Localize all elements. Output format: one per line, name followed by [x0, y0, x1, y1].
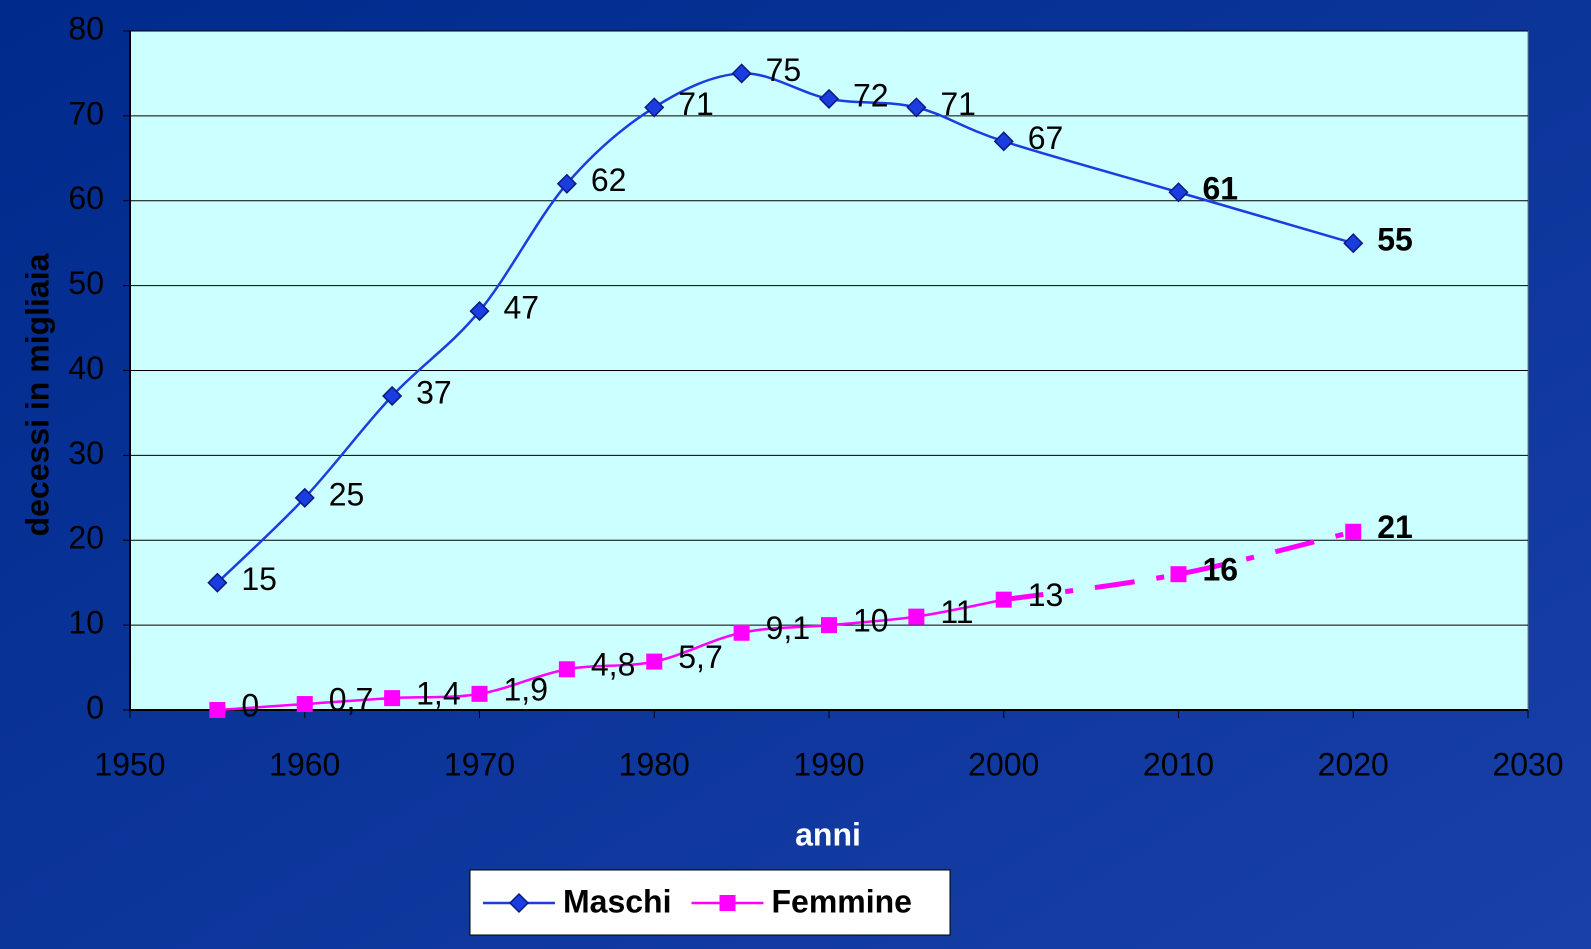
- data-label: 1,4: [416, 676, 460, 712]
- data-label: 15: [241, 561, 277, 597]
- y-tick-label: 0: [86, 689, 104, 725]
- data-point: [821, 617, 837, 634]
- data-point: [384, 690, 401, 707]
- data-label: 72: [853, 77, 889, 113]
- x-tick-label: 1970: [444, 746, 515, 782]
- data-label: 61: [1203, 171, 1239, 207]
- data-label: 5,7: [678, 639, 722, 675]
- data-point: [908, 608, 925, 625]
- series-line: [1003, 529, 1354, 603]
- data-point: [469, 301, 490, 322]
- data-point: [1170, 566, 1187, 583]
- data-point: [731, 63, 752, 84]
- data-label: 37: [416, 374, 452, 410]
- data-label: 0,7: [329, 682, 373, 718]
- x-tick-label: 1960: [269, 746, 340, 782]
- data-point: [556, 173, 577, 194]
- y-tick-label: 10: [68, 605, 104, 641]
- x-tick-label: 1990: [793, 746, 864, 782]
- series-line: [216, 72, 1354, 584]
- data-point: [906, 97, 927, 118]
- data-label: 71: [940, 86, 976, 122]
- data-point: [993, 131, 1014, 152]
- legend-label: Femmine: [771, 883, 911, 919]
- data-label: 25: [329, 476, 365, 512]
- data-label: 47: [504, 290, 540, 326]
- data-point: [1343, 233, 1364, 254]
- y-tick-label: 50: [68, 265, 104, 301]
- data-point: [646, 653, 663, 670]
- x-tick-label: 2020: [1318, 746, 1389, 782]
- data-label: 67: [1028, 120, 1064, 156]
- data-label: 1,9: [504, 671, 548, 707]
- x-tick-label: 1950: [94, 746, 165, 782]
- legend-marker: [719, 895, 736, 911]
- data-point: [294, 487, 315, 508]
- y-tick-label: 80: [68, 10, 104, 46]
- x-tick-label: 2000: [968, 746, 1039, 782]
- data-label: 9,1: [766, 610, 810, 646]
- legend-marker: [508, 892, 530, 914]
- data-label: 0: [241, 687, 259, 723]
- y-tick-label: 30: [68, 435, 104, 471]
- x-axis-title: anni: [795, 816, 861, 852]
- data-label: 71: [678, 86, 714, 122]
- data-point: [1168, 182, 1189, 203]
- data-point: [995, 591, 1012, 608]
- data-point: [296, 696, 313, 713]
- data-point: [207, 572, 228, 593]
- data-label: 62: [591, 162, 627, 198]
- data-point: [558, 661, 575, 678]
- data-label: 11: [940, 594, 973, 630]
- data-point: [733, 624, 750, 641]
- legend-label: Maschi: [563, 883, 671, 919]
- data-point: [209, 702, 226, 718]
- data-label: 13: [1028, 577, 1064, 613]
- y-axis-title: decessi in migliaia: [19, 253, 55, 536]
- data-label: 4,8: [591, 647, 635, 683]
- y-tick-label: 20: [68, 520, 104, 556]
- data-label: 21: [1377, 509, 1413, 545]
- data-label: 75: [766, 52, 802, 88]
- series-line: [217, 598, 1004, 712]
- x-tick-label: 2030: [1492, 746, 1563, 782]
- y-tick-label: 40: [68, 350, 104, 386]
- x-tick-label: 1980: [619, 746, 690, 782]
- data-point: [644, 97, 665, 118]
- y-tick-label: 60: [68, 180, 104, 216]
- data-label: 10: [853, 603, 889, 639]
- data-point: [1345, 523, 1362, 540]
- y-tick-label: 70: [68, 95, 104, 131]
- data-label: 16: [1203, 552, 1239, 588]
- data-point: [382, 385, 403, 407]
- x-tick-label: 2010: [1143, 746, 1214, 782]
- data-point: [818, 88, 840, 109]
- data-point: [471, 685, 488, 702]
- data-label: 55: [1377, 222, 1413, 258]
